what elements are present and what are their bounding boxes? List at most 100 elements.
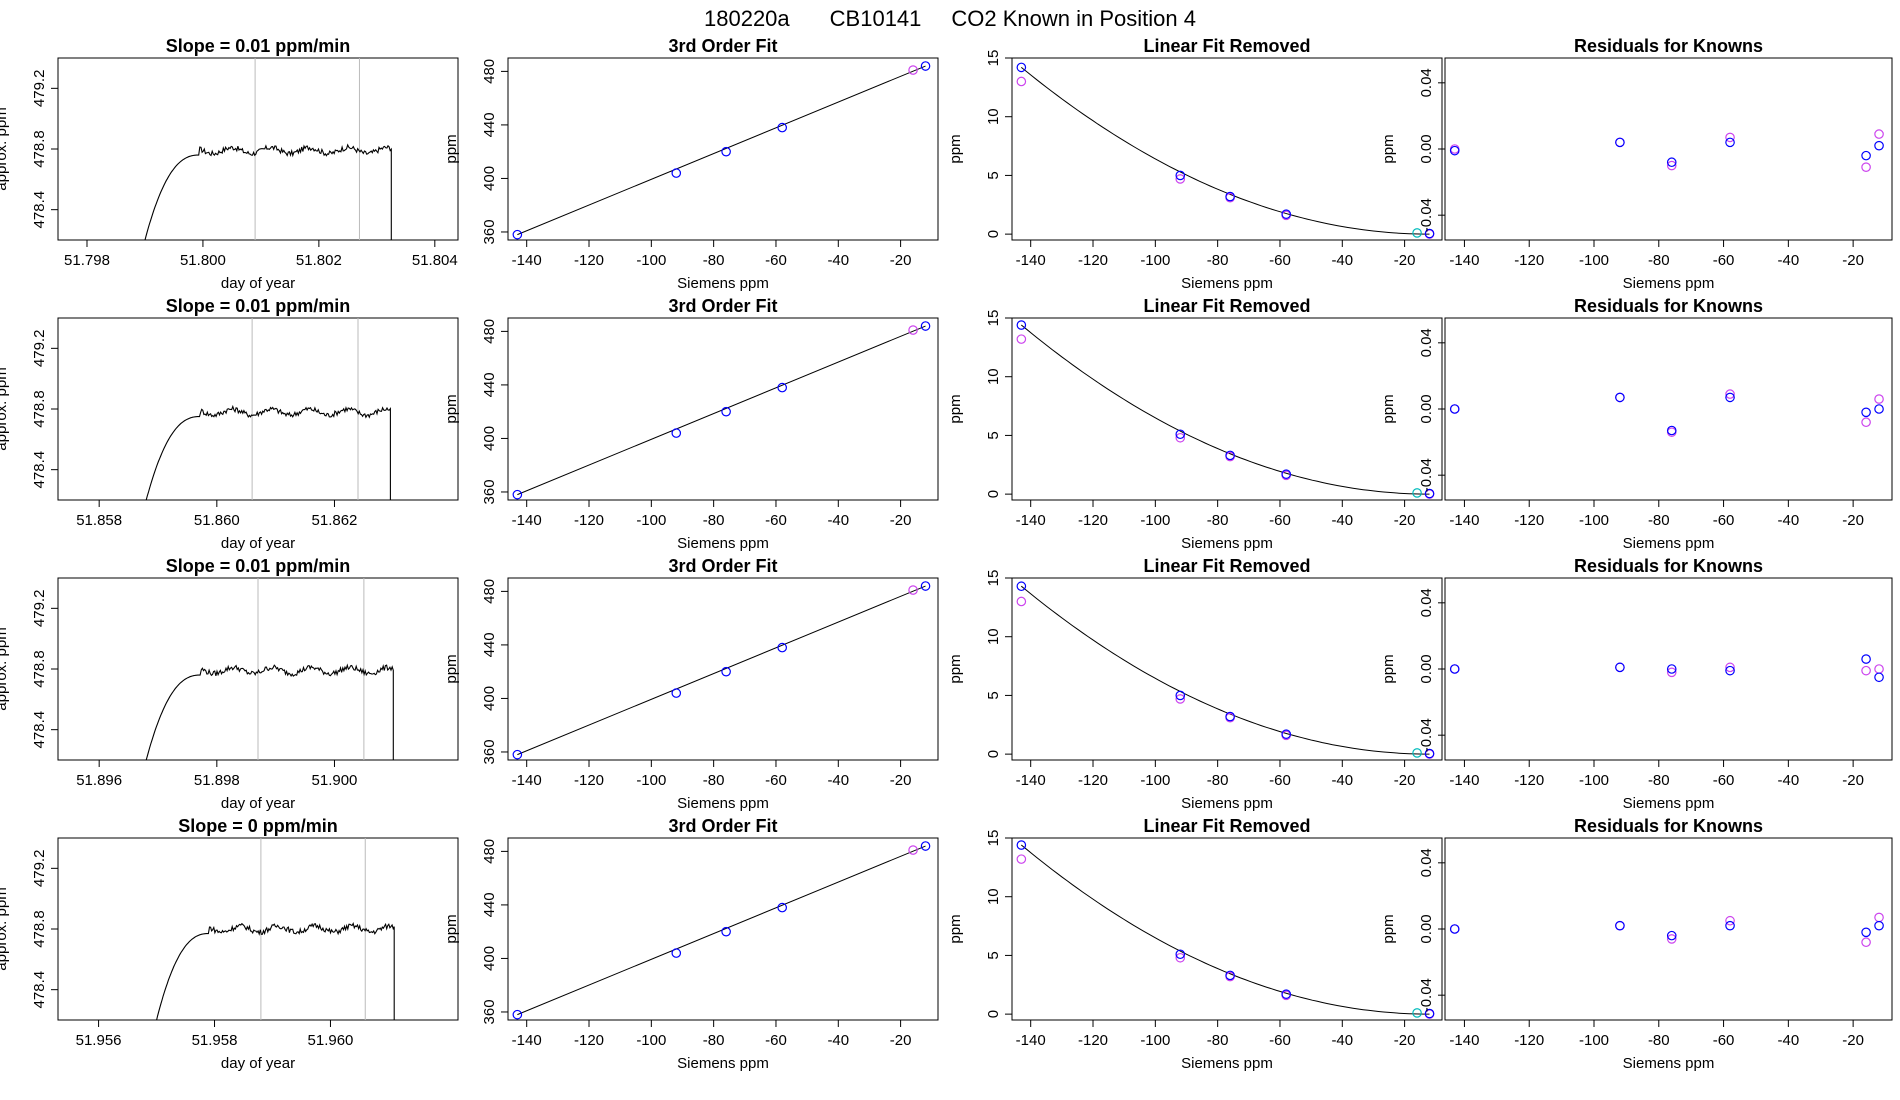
x-tick-label: -140 — [1449, 772, 1479, 789]
x-tick-label: -20 — [1842, 252, 1864, 269]
panel-timeseries-row3: Slope = 0 ppm/min day of year approx. ppm 5… — [0, 816, 459, 1072]
y-tick-label: 10 — [985, 628, 1002, 645]
y-tick-label: 15 — [985, 830, 1002, 847]
x-tick-label: -40 — [827, 252, 849, 269]
y-tick-label: 360 — [481, 219, 498, 244]
x-tick-label: -80 — [1648, 1032, 1670, 1049]
x-tick-label: -20 — [1842, 772, 1864, 789]
data-point-tertiary — [1412, 748, 1422, 758]
x-tick-label: -40 — [1331, 1032, 1353, 1049]
residual-point-primary — [1666, 425, 1677, 436]
x-tick-label: -20 — [1842, 512, 1864, 529]
y-tick-label: 15 — [985, 570, 1002, 587]
residual-point-secondary — [1666, 160, 1677, 171]
x-tick-label: 51.958 — [192, 1032, 238, 1049]
data-point-secondary — [1016, 854, 1027, 864]
panel-timeseries-row0: Slope = 0.01 ppm/min day of year approx. p… — [0, 36, 459, 292]
residual-point-secondary — [1861, 162, 1871, 172]
residual-point-primary — [1449, 145, 1460, 156]
data-point — [721, 406, 731, 417]
x-tick-label: -40 — [1331, 252, 1353, 269]
x-tick-label: -120 — [1514, 772, 1544, 789]
x-tick-label: -100 — [1579, 1032, 1609, 1049]
panel-residuals-row0: Residuals for Knowns Siemens ppm ppm -140 -1… — [1380, 36, 1893, 292]
y-tick-label: 479.2 — [31, 330, 48, 368]
y-tick-label: 15 — [985, 310, 1002, 327]
x-axis-label: Siemens ppm — [1623, 275, 1715, 292]
data-point — [512, 229, 523, 240]
x-tick-label: -80 — [703, 772, 725, 789]
panel-title: Residuals for Knowns — [1574, 36, 1763, 56]
x-axis-label: Siemens ppm — [1181, 275, 1273, 292]
residual-point-primary — [1666, 157, 1677, 168]
x-tick-label: -120 — [1078, 252, 1108, 269]
residual-point-secondary — [1725, 132, 1735, 143]
x-tick-label: -100 — [1140, 772, 1170, 789]
series-line — [156, 922, 395, 1021]
data-point-tertiary — [1412, 1008, 1422, 1018]
fit-line — [517, 65, 926, 236]
y-tick-label: 479.2 — [31, 850, 48, 888]
y-tick-label: 0.00 — [1418, 654, 1435, 683]
y-tick-label: 478.4 — [31, 971, 48, 1009]
y-tick-label: 0 — [985, 230, 1002, 238]
residual-point-secondary — [1874, 912, 1884, 923]
x-tick-label: 51.858 — [76, 512, 122, 529]
residual-point-secondary — [1725, 389, 1735, 399]
x-tick-label: -20 — [890, 772, 912, 789]
fit-line — [517, 325, 926, 496]
panel-linear_removed-row3: Linear Fit Removed Siemens ppm ppm -140 -120… — [947, 816, 1443, 1072]
panel-linear_removed-row0: Linear Fit Removed Siemens ppm ppm -140 -120… — [947, 36, 1443, 292]
panel-title: 3rd Order Fit — [668, 556, 777, 576]
plot-frame — [1011, 837, 1443, 1021]
residual-point-secondary — [1861, 417, 1871, 428]
data-point-secondary — [1016, 76, 1027, 87]
y-axis-label: ppm — [443, 134, 460, 163]
y-tick-label: 5 — [985, 951, 1002, 959]
y-tick-label: 440 — [481, 632, 498, 657]
x-tick-label: 51.900 — [312, 772, 358, 789]
panel-title: Residuals for Knowns — [1574, 816, 1763, 836]
y-tick-label: 0.04 — [1418, 588, 1435, 617]
y-axis-label: ppm — [1380, 654, 1397, 683]
y-axis-label: ppm — [443, 654, 460, 683]
x-tick-label: -80 — [1207, 252, 1229, 269]
residual-point-primary — [1861, 927, 1871, 938]
x-tick-label: -40 — [827, 772, 849, 789]
x-tick-label: -20 — [1394, 1032, 1416, 1049]
y-tick-label: 0 — [985, 750, 1002, 758]
x-tick-label: -20 — [1394, 512, 1416, 529]
y-tick-label: 10 — [985, 888, 1002, 905]
y-tick-label: 400 — [481, 426, 498, 451]
y-tick-label: 480 — [481, 59, 498, 84]
panel-title: Slope = 0.01 ppm/min — [166, 556, 351, 576]
y-tick-label: -0.04 — [1418, 718, 1435, 752]
residual-point-primary — [1666, 930, 1677, 941]
residual-point-secondary — [1874, 664, 1884, 674]
x-tick-label: -60 — [765, 772, 787, 789]
y-tick-label: 400 — [481, 686, 498, 711]
y-axis-label: ppm — [947, 654, 964, 683]
x-tick-label: -40 — [1778, 252, 1800, 269]
x-tick-label: -120 — [1514, 1032, 1544, 1049]
x-tick-label: -40 — [1778, 512, 1800, 529]
residual-point-secondary — [1874, 394, 1884, 404]
x-tick-label: -80 — [1207, 772, 1229, 789]
y-tick-label: 479.2 — [31, 70, 48, 108]
y-tick-label: 478.4 — [31, 191, 48, 229]
x-tick-label: -80 — [1648, 512, 1670, 529]
fit-curve — [1020, 67, 1430, 235]
x-tick-label: -40 — [1331, 772, 1353, 789]
x-tick-label: -60 — [765, 1032, 787, 1049]
y-tick-label: 10 — [985, 108, 1002, 125]
residual-point-secondary — [1861, 937, 1871, 948]
data-point-primary — [1016, 320, 1027, 330]
x-tick-label: -100 — [1140, 252, 1170, 269]
y-axis-label: approx. ppm — [0, 887, 10, 970]
residual-point-primary — [1861, 150, 1871, 161]
residual-point-secondary — [1861, 665, 1871, 676]
data-point — [671, 428, 682, 438]
x-tick-label: -60 — [1269, 252, 1291, 269]
fit-curve — [1020, 844, 1430, 1015]
